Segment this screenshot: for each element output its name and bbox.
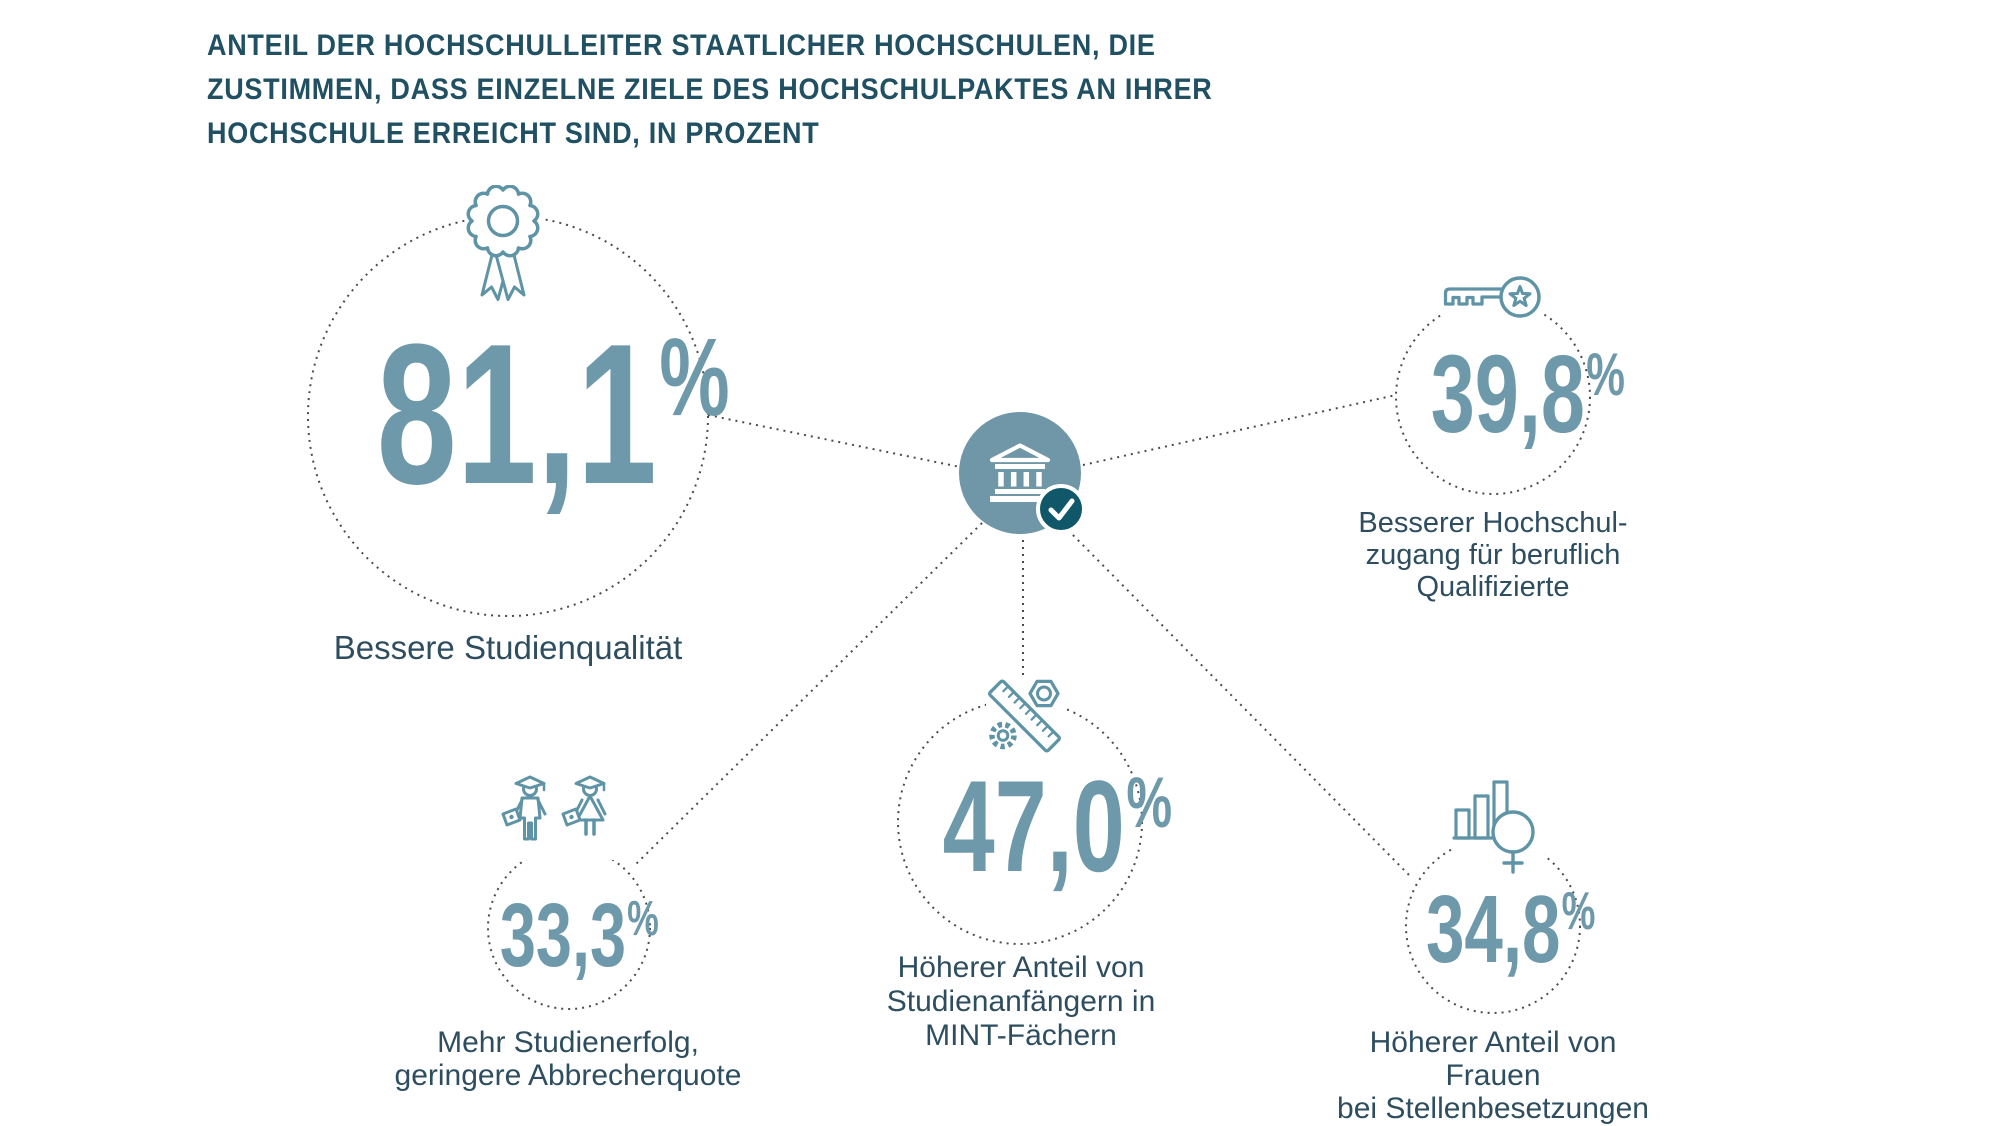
percent-sign: % <box>1561 882 1596 942</box>
dotted-circle-studienerfolg <box>487 846 651 1010</box>
value-mint: 47,0% <box>898 761 1173 891</box>
graduates-icon <box>496 768 624 860</box>
key-icon <box>1442 273 1544 321</box>
value-text: 81,1 <box>376 303 657 526</box>
checkmark-icon <box>1048 498 1075 521</box>
percent-sign: % <box>659 315 730 439</box>
value-text: 47,0 <box>942 753 1125 899</box>
value-studienqualitaet: 81,1% <box>308 315 730 515</box>
chart-title: ANTEIL DER HOCHSCHULLEITER STAATLICHER H… <box>207 24 1213 156</box>
check-badge <box>1036 484 1086 534</box>
caption-studienqualitaet: Bessere Studienqualität <box>318 629 698 667</box>
ruler-nut-gear-icon <box>986 677 1064 753</box>
caption-line: MINT-Fächern <box>925 1019 1117 1052</box>
connector-line-studienqualitaet <box>707 414 961 468</box>
chart-title-line: ZUSTIMMEN, DASS EINZELNE ZIELE DES HOCHS… <box>207 73 1213 106</box>
caption-line: bei Stellenbesetzungen <box>1337 1092 1649 1125</box>
value-text: 33,3 <box>499 886 627 986</box>
value-hochschulzugang: 39,8% <box>1393 340 1625 450</box>
percent-sign: % <box>627 891 659 947</box>
chart-title-line: ANTEIL DER HOCHSCHULLEITER STAATLICHER H… <box>207 29 1156 62</box>
percent-sign: % <box>1126 762 1173 843</box>
caption-line: Bessere Studienqualität <box>333 629 683 666</box>
value-text: 34,8 <box>1425 876 1561 983</box>
caption-line: zugang für beruflich <box>1365 539 1621 571</box>
value-studienerfolg: 33,3% <box>469 891 669 981</box>
dotted-circle-frauen <box>1405 838 1581 1014</box>
value-text: 39,8 <box>1430 333 1585 456</box>
percent-sign: % <box>1586 339 1625 408</box>
center-node-hochschulpakt <box>959 412 1081 534</box>
connector-line-studienerfolg <box>633 522 983 867</box>
caption-line: geringere Abbrecherquote <box>394 1059 742 1092</box>
caption-hochschulzugang: Besserer Hochschul- zugang für beruflich… <box>1357 507 1629 603</box>
caption-line: Höherer Anteil von Frauen <box>1369 1026 1617 1092</box>
chart-title-line: HOCHSCHULE ERREICHT SIND, IN PROZENT <box>207 117 820 150</box>
value-frauen: 34,8% <box>1393 882 1596 978</box>
caption-studienerfolg: Mehr Studienerfolg, geringere Abbrecherq… <box>392 1026 744 1092</box>
caption-line: Mehr Studienerfolg, <box>437 1026 699 1059</box>
caption-line: Studienanfängern in <box>886 985 1156 1018</box>
caption-line: Qualifizierte <box>1416 571 1570 603</box>
caption-frauen: Höherer Anteil von Frauen bei Stellenbes… <box>1323 1026 1663 1125</box>
caption-mint: Höherer Anteil von Studienanfängern in M… <box>870 951 1172 1053</box>
connector-line-hochschulzugang <box>1082 394 1397 466</box>
caption-line: Höherer Anteil von <box>897 951 1145 984</box>
caption-line: Besserer Hochschul- <box>1358 507 1628 539</box>
award-ribbon-icon <box>465 185 541 309</box>
bar-chart-female-icon <box>1452 778 1544 878</box>
